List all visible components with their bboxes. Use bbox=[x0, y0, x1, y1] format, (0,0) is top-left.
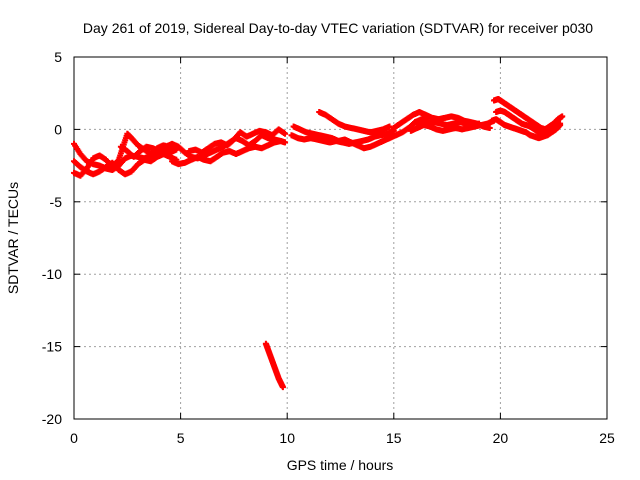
x-axis-label: GPS time / hours bbox=[287, 457, 394, 473]
data-point bbox=[486, 124, 493, 131]
data-point bbox=[476, 120, 483, 127]
chart-title: Day 261 of 2019, Sidereal Day-to-day VTE… bbox=[83, 20, 593, 36]
series-track-m bbox=[491, 95, 566, 133]
x-tick-label: 0 bbox=[70, 430, 78, 446]
data-point bbox=[557, 122, 564, 129]
axis-ticks bbox=[73, 56, 608, 420]
series-track-p bbox=[262, 340, 286, 391]
y-tick-label: 5 bbox=[54, 49, 62, 65]
y-tick-label: -10 bbox=[42, 266, 62, 282]
y-tick-labels: 5 0 -5 -10 -15 -20 bbox=[42, 49, 62, 427]
data-point bbox=[279, 384, 286, 391]
series-track-l bbox=[412, 119, 483, 129]
series-track-h bbox=[288, 127, 397, 147]
y-tick-label: -15 bbox=[42, 339, 62, 355]
x-tick-label: 5 bbox=[177, 430, 185, 446]
y-tick-label: -20 bbox=[42, 411, 62, 427]
data-point bbox=[386, 123, 393, 130]
data-point bbox=[559, 113, 566, 120]
x-tick-label: 25 bbox=[599, 430, 615, 446]
series-track-i bbox=[316, 109, 393, 136]
x-tick-labels: 0 5 10 15 20 25 bbox=[70, 430, 615, 446]
data-point bbox=[282, 130, 289, 137]
y-tick-label: 0 bbox=[54, 121, 62, 137]
y-axis-label: SDTVAR / TECUs bbox=[5, 182, 21, 294]
grid-lines bbox=[74, 57, 607, 419]
series-track-e bbox=[169, 137, 284, 168]
series-track-o bbox=[488, 116, 564, 142]
x-tick-label: 10 bbox=[279, 430, 295, 446]
y-tick-label: -5 bbox=[50, 194, 63, 210]
plot-frame bbox=[73, 56, 608, 420]
x-tick-label: 15 bbox=[386, 430, 402, 446]
data-point bbox=[277, 137, 284, 144]
data-point bbox=[282, 139, 289, 146]
series-track-f bbox=[186, 126, 289, 156]
x-tick-label: 20 bbox=[493, 430, 509, 446]
data-points bbox=[71, 95, 566, 391]
